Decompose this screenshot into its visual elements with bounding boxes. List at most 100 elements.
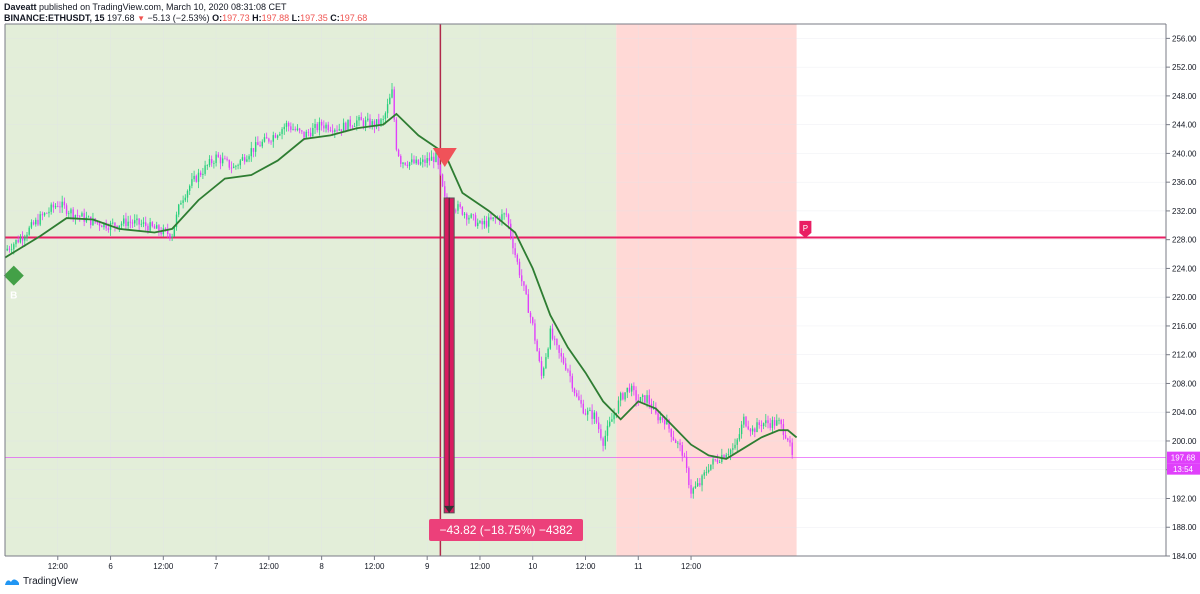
y-tick-label: 240.00: [1172, 149, 1197, 158]
moving-average-line[interactable]: [4, 112, 798, 460]
candle-body: [659, 417, 661, 421]
candle-body: [760, 425, 763, 427]
last-price: 197.68: [107, 13, 135, 23]
candle-body: [325, 124, 327, 129]
candle-body: [417, 159, 420, 165]
candle-body: [485, 220, 488, 227]
y-tick-label: 228.00: [1172, 236, 1197, 245]
candle-body: [551, 328, 554, 339]
candle-body: [175, 214, 178, 228]
candle-body: [347, 119, 349, 131]
candle-body: [123, 218, 125, 224]
candle-body: [197, 172, 200, 182]
candle-body: [463, 213, 466, 215]
candle-body: [639, 397, 642, 403]
candle-body: [364, 120, 367, 127]
candle-body: [28, 227, 30, 235]
x-tick-label: 12:00: [470, 562, 491, 571]
candle-body: [536, 340, 538, 352]
candle-body: [167, 229, 169, 235]
buy-diamond-icon[interactable]: [3, 265, 24, 286]
candle-body: [182, 200, 184, 203]
candle-body: [358, 116, 360, 121]
tradingview-brand[interactable]: TradingView: [23, 576, 79, 587]
candle-body: [107, 228, 110, 230]
high-value: 197.88: [261, 13, 290, 23]
candle-body: [90, 216, 92, 226]
candle-body: [622, 393, 624, 400]
candle-body: [635, 390, 637, 401]
candle-body: [595, 412, 598, 423]
x-tick-label: 8: [319, 562, 324, 571]
candle-body: [556, 339, 558, 346]
candle-body: [76, 215, 79, 216]
sell-triangle-icon[interactable]: [432, 148, 457, 167]
candle-body: [738, 434, 741, 440]
candle-body: [70, 209, 72, 214]
candle-body: [327, 124, 329, 131]
tradingview-logo-icon[interactable]: [4, 577, 20, 587]
publisher-name[interactable]: Daveatt: [4, 2, 37, 12]
candle-body: [8, 248, 11, 250]
candle-body: [663, 419, 666, 425]
candle-body: [756, 422, 758, 433]
candle-body: [184, 197, 187, 201]
candle-body: [408, 162, 411, 167]
candle-body: [402, 162, 404, 164]
candle-body: [617, 400, 620, 413]
candle-body: [729, 449, 732, 455]
candle-body: [518, 261, 521, 276]
measure-label-box[interactable]: [429, 519, 583, 541]
candle-body: [426, 158, 428, 163]
candle-body: [74, 215, 77, 219]
candle-body: [243, 157, 246, 162]
y-tick-label: 236.00: [1172, 178, 1197, 187]
candle-body: [360, 116, 362, 121]
candle-body: [254, 142, 257, 152]
symbol-label[interactable]: BINANCE:ETHUSDT, 15: [4, 13, 105, 23]
candle-body: [373, 121, 376, 128]
candle-body: [136, 218, 138, 221]
candle-body: [648, 395, 650, 404]
candle-body: [331, 130, 334, 132]
candle-body: [701, 475, 703, 486]
measure-arrow-head-icon: [444, 505, 455, 513]
profit-flag-icon[interactable]: [799, 220, 812, 238]
publisher-line: Daveatt published on TradingView.com, Ma…: [4, 2, 287, 12]
candle-body: [50, 204, 52, 212]
candle-body: [771, 419, 774, 428]
candle-body: [316, 124, 318, 131]
y-tick-label: 204.00: [1172, 408, 1197, 417]
candle-body: [576, 393, 578, 397]
candle-body: [98, 222, 101, 226]
candle-body: [488, 217, 490, 227]
y-tick-label: 244.00: [1172, 121, 1197, 130]
candle-body: [68, 213, 70, 215]
candle-body: [351, 126, 354, 128]
candle-body: [437, 152, 439, 165]
candle-body: [386, 104, 389, 114]
candle-body: [503, 213, 505, 215]
candle-body: [789, 440, 791, 443]
candle-body: [239, 160, 241, 166]
candle-body: [103, 222, 105, 228]
candle-body: [173, 227, 176, 237]
candle-body: [404, 162, 406, 165]
candle-body: [81, 213, 83, 217]
y-tick-label: 224.00: [1172, 264, 1197, 273]
candle-body: [433, 156, 435, 162]
candle-body: [134, 220, 136, 224]
candle-body: [630, 385, 633, 392]
candle-body: [747, 426, 749, 430]
candle-body: [156, 225, 158, 229]
candle-body: [688, 467, 690, 486]
price-axis[interactable]: [1166, 24, 1200, 556]
candle-body: [501, 214, 503, 221]
candle-body: [624, 392, 626, 400]
last-price-tag[interactable]: [1167, 451, 1200, 464]
candle-body: [61, 201, 63, 208]
y-tick-label: 252.00: [1172, 63, 1197, 72]
open-label: O:: [212, 13, 223, 23]
candle-body: [217, 154, 219, 158]
